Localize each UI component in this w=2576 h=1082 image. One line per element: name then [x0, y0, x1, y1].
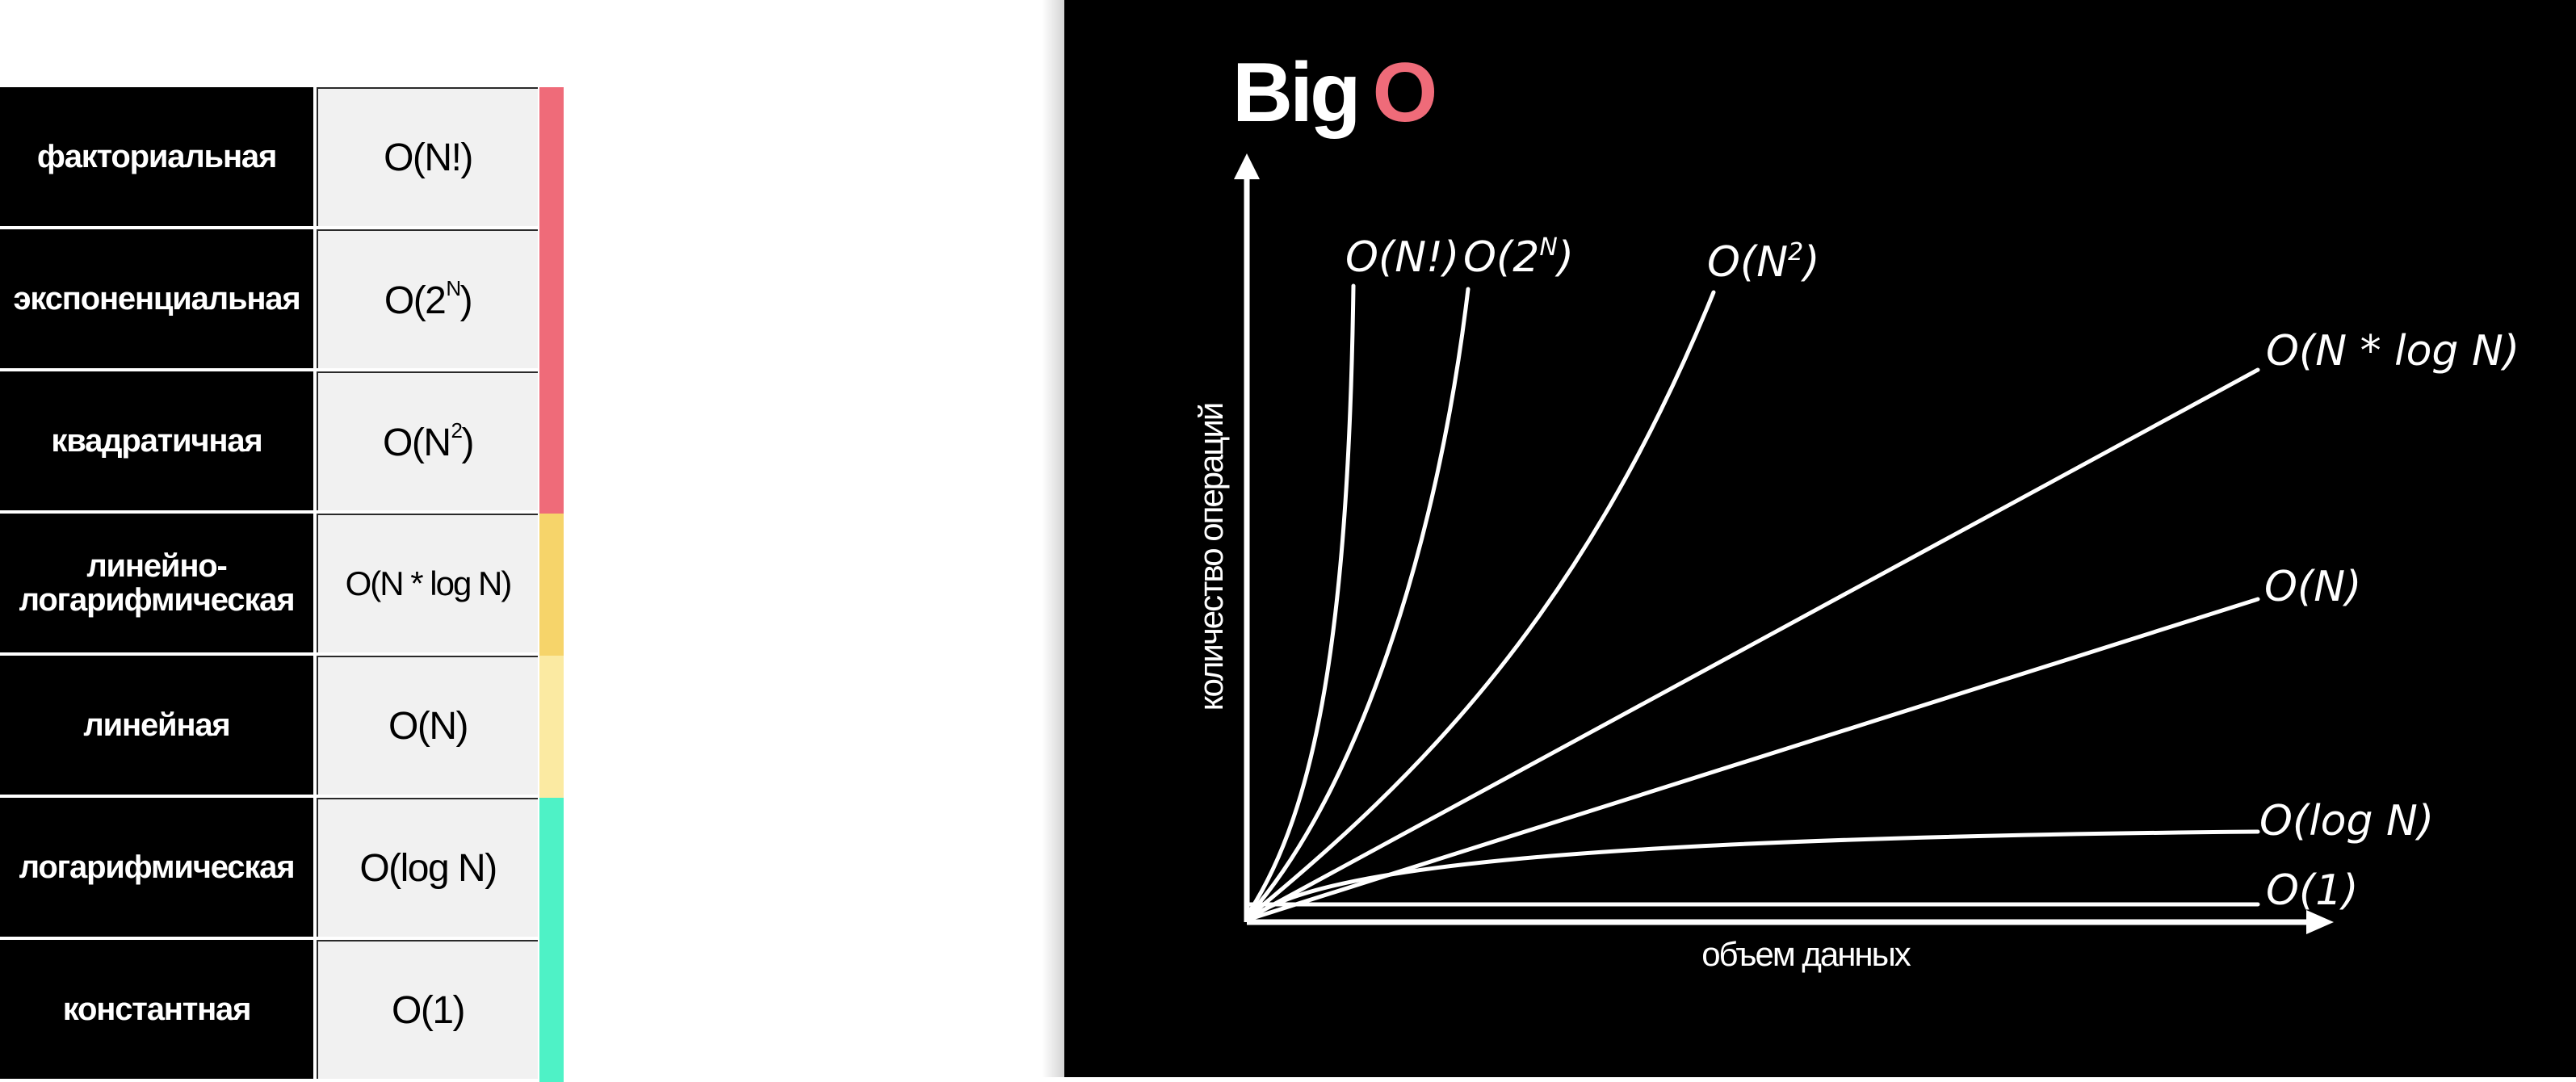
complexity-color-strip	[539, 940, 564, 1082]
complexity-color-strip	[539, 229, 564, 371]
complexity-value-cell: O(N2)	[317, 371, 538, 510]
panel-divider-shadow	[1042, 0, 1066, 1077]
complexity-name-cell: факториальная	[0, 87, 313, 226]
label-nlogn: O(N * log N)	[2266, 327, 2519, 375]
curve-linear	[1248, 597, 2260, 921]
complexity-value-cell: O(1)	[317, 940, 538, 1079]
curve-log	[1248, 829, 2260, 921]
curve-nlogn	[1248, 367, 2260, 920]
y-axis-label: количество операций	[1192, 404, 1230, 711]
complexity-value: O(N2)	[383, 418, 474, 464]
y-axis-arrow	[1234, 153, 1260, 179]
complexity-value-cell: O(2N)	[317, 229, 538, 368]
table-row-logarithmic: логарифмическая O(log N)	[0, 798, 565, 940]
complexity-value-cell: O(N!)	[317, 87, 538, 226]
table-row-linearithmic: линейно- логарифмическая O(N * log N)	[0, 514, 565, 656]
complexity-name-cell: логарифмическая	[0, 798, 313, 937]
complexity-name: линейно- логарифмическая	[19, 548, 296, 618]
label-quadratic: O(N2)	[1707, 238, 1820, 287]
table-row-factorial: факториальная O(N!)	[0, 87, 565, 229]
complexity-value: O(2N)	[384, 276, 473, 322]
complexity-name: экспоненциальная	[13, 281, 301, 317]
complexity-name-cell: линейная	[0, 656, 313, 795]
complexity-table-panel: факториальная O(N!) экспоненциальная O(2…	[0, 0, 1050, 1082]
complexity-value: O(1)	[392, 988, 466, 1032]
table-row-quadratic: квадратичная O(N2)	[0, 371, 565, 514]
complexity-color-strip	[539, 87, 564, 229]
complexity-name: квадратичная	[51, 423, 262, 459]
curve-factorial	[1248, 283, 1356, 913]
label-exponential: O(2N)	[1463, 233, 1574, 282]
complexity-color-strip	[539, 798, 564, 940]
curve-quadratic	[1248, 290, 1716, 918]
x-axis-arrow	[2306, 910, 2334, 934]
complexity-value: O(log N)	[359, 846, 497, 890]
label-constant: O(1)	[2266, 866, 2359, 915]
complexity-color-strip	[539, 371, 564, 514]
complexity-color-strip	[539, 514, 564, 656]
complexity-name: факториальная	[36, 139, 277, 174]
table-row-exponential: экспоненциальная O(2N)	[0, 229, 565, 371]
complexity-value: O(N!)	[384, 136, 473, 179]
complexity-curves	[1248, 283, 2260, 921]
label-factorial: O(N!)	[1345, 233, 1459, 282]
complexity-value: O(N * log N)	[345, 564, 513, 602]
complexity-name: логарифмическая	[19, 849, 296, 885]
complexity-value-cell: O(log N)	[317, 798, 538, 937]
complexity-color-strip	[539, 656, 564, 798]
x-axis-label: объем данных	[1701, 935, 1911, 973]
complexity-value: O(N)	[388, 704, 468, 748]
complexity-name: линейная	[83, 707, 230, 743]
complexity-name-cell: экспоненциальная	[0, 229, 313, 368]
complexity-value-cell: O(N)	[317, 656, 538, 795]
complexity-name-cell: константная	[0, 940, 313, 1079]
table-row-linear: линейная O(N)	[0, 656, 565, 798]
chart-title: Big O	[1232, 46, 1435, 140]
curve-exponential	[1248, 287, 1471, 916]
label-log: O(log N)	[2259, 797, 2434, 845]
chart-title-accent: O	[1373, 46, 1435, 140]
table-row-constant: константная O(1)	[0, 940, 565, 1082]
complexity-value-cell: O(N * log N)	[317, 514, 538, 652]
complexity-name-cell: линейно- логарифмическая	[0, 514, 313, 652]
label-linear: O(N)	[2264, 563, 2361, 611]
complexity-name: константная	[62, 992, 252, 1027]
complexity-name-cell: квадратичная	[0, 371, 313, 510]
